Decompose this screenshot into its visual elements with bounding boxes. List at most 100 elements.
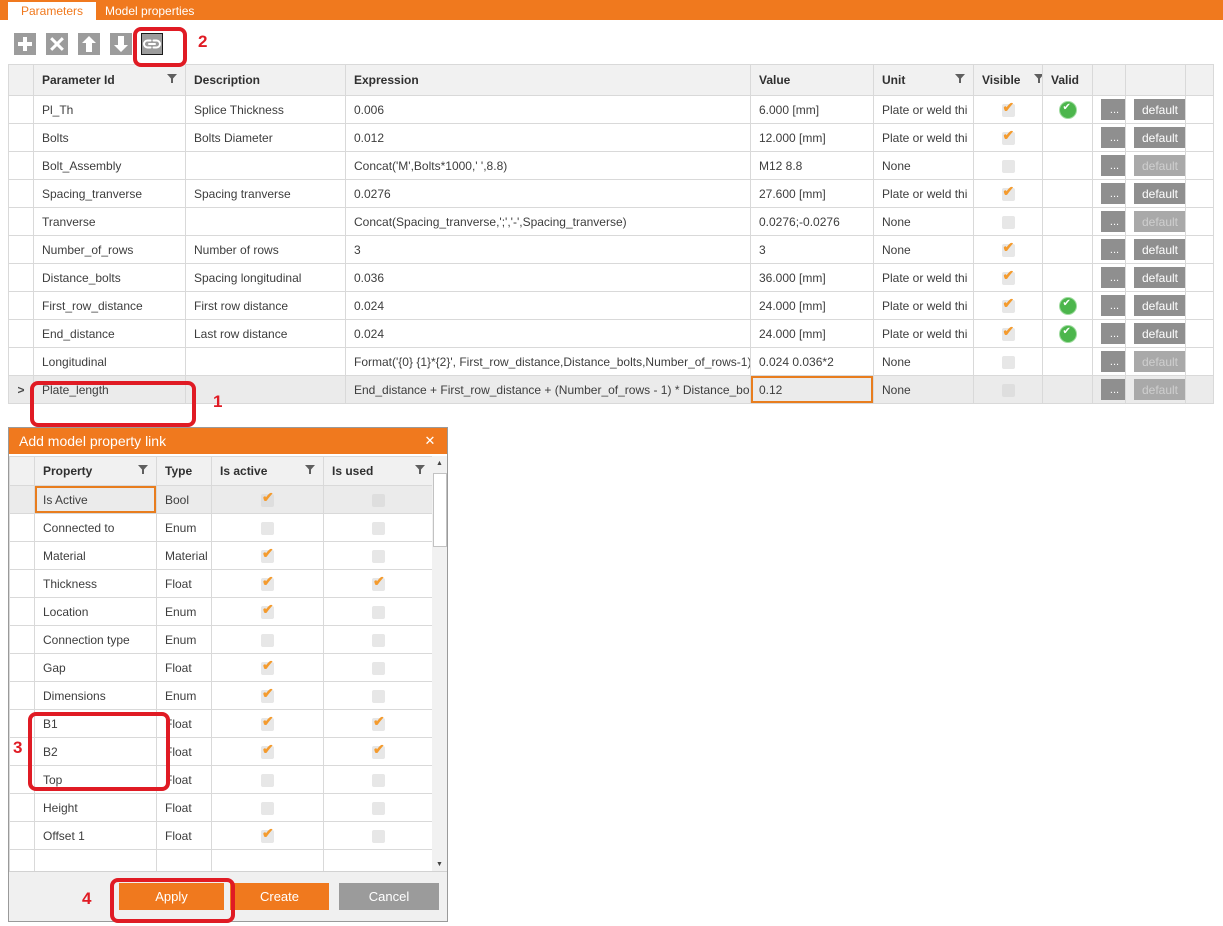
header-description[interactable]: Description xyxy=(185,64,346,96)
header-visible[interactable]: Visible xyxy=(973,64,1043,96)
ellipsis-button[interactable]: ... xyxy=(1101,323,1125,344)
delete-parameter-button[interactable] xyxy=(46,33,68,55)
cell-property[interactable]: Dimensions xyxy=(34,681,157,710)
ellipsis-button[interactable]: ... xyxy=(1101,127,1125,148)
property-row[interactable]: Gap Float xyxy=(9,653,434,682)
apply-button[interactable]: Apply xyxy=(119,883,224,910)
is-used-checkbox[interactable] xyxy=(372,801,385,815)
cell-property[interactable]: Location xyxy=(34,597,157,626)
table-row[interactable]: End_distance Last row distance 0.024 24.… xyxy=(8,319,1214,348)
visible-checkbox[interactable] xyxy=(1001,355,1015,369)
property-row[interactable]: Connected to Enum xyxy=(9,513,434,542)
filter-icon[interactable] xyxy=(955,73,965,87)
cell-expression[interactable]: 0.006 xyxy=(345,95,751,124)
is-active-checkbox[interactable] xyxy=(261,801,274,815)
cell-value[interactable]: 24.000 [mm] xyxy=(750,319,874,348)
cell-unit[interactable]: None xyxy=(873,235,974,264)
table-row[interactable]: Number_of_rows Number of rows 3 3 None .… xyxy=(8,235,1214,264)
cell-parameter-id[interactable]: Bolts xyxy=(33,123,186,152)
filter-icon[interactable] xyxy=(167,73,177,87)
cell-property[interactable]: Is Active xyxy=(34,485,157,514)
default-button[interactable]: default xyxy=(1134,295,1185,316)
cell-parameter-id[interactable]: Spacing_tranverse xyxy=(33,179,186,208)
cell-value[interactable]: 0.0276;-0.0276 xyxy=(750,207,874,236)
is-active-checkbox[interactable] xyxy=(261,713,274,731)
visible-checkbox[interactable] xyxy=(1001,239,1015,257)
cell-value[interactable]: 27.600 [mm] xyxy=(750,179,874,208)
cell-type[interactable]: Float xyxy=(156,765,212,794)
visible-checkbox[interactable] xyxy=(1001,295,1015,313)
header-is-active[interactable]: Is active xyxy=(211,456,324,486)
is-used-checkbox[interactable] xyxy=(372,633,385,647)
cell-property[interactable]: Gap xyxy=(34,653,157,682)
is-used-checkbox[interactable] xyxy=(372,773,385,787)
cell-expression[interactable]: 0.024 xyxy=(345,291,751,320)
property-row[interactable]: Offset 1 Float xyxy=(9,821,434,850)
cell-type[interactable]: Enum xyxy=(156,513,212,542)
filter-icon[interactable] xyxy=(415,464,425,478)
create-button[interactable]: Create xyxy=(230,883,329,910)
is-active-checkbox[interactable] xyxy=(261,657,274,675)
visible-checkbox[interactable] xyxy=(1001,215,1015,229)
is-active-checkbox[interactable] xyxy=(261,773,274,787)
cell-type[interactable]: Float xyxy=(156,709,212,738)
cancel-button[interactable]: Cancel xyxy=(339,883,439,910)
cell-type[interactable]: Float xyxy=(156,569,212,598)
dialog-scrollbar[interactable]: ▲ ▼ xyxy=(432,456,447,873)
default-button[interactable]: default xyxy=(1134,183,1185,204)
cell-parameter-id[interactable]: Tranverse xyxy=(33,207,186,236)
cell-property[interactable]: Offset 1 xyxy=(34,821,157,850)
default-button[interactable]: default xyxy=(1134,267,1185,288)
is-used-checkbox[interactable] xyxy=(372,605,385,619)
visible-checkbox[interactable] xyxy=(1001,183,1015,201)
cell-expression[interactable]: 3 xyxy=(345,235,751,264)
header-unit[interactable]: Unit xyxy=(873,64,974,96)
cell-unit[interactable]: Plate or weld thi xyxy=(873,123,974,152)
is-active-checkbox[interactable] xyxy=(261,489,274,507)
property-row[interactable]: B2 Float xyxy=(9,737,434,766)
cell-value[interactable]: 0.024 0.036*2 xyxy=(750,347,874,376)
close-icon[interactable]: ✕ xyxy=(424,433,436,448)
cell-property[interactable]: Height xyxy=(34,793,157,822)
table-row[interactable]: Bolts Bolts Diameter 0.012 12.000 [mm] P… xyxy=(8,123,1214,152)
ellipsis-button[interactable]: ... xyxy=(1101,239,1125,260)
header-property[interactable]: Property xyxy=(34,456,157,486)
move-down-button[interactable] xyxy=(110,33,132,55)
cell-unit[interactable]: None xyxy=(873,207,974,236)
filter-icon[interactable] xyxy=(1034,73,1042,87)
default-button[interactable]: default xyxy=(1134,239,1185,260)
cell-unit[interactable]: Plate or weld thi xyxy=(873,263,974,292)
ellipsis-button[interactable]: ... xyxy=(1101,295,1125,316)
ellipsis-button[interactable]: ... xyxy=(1101,379,1125,400)
cell-description[interactable]: Spacing tranverse xyxy=(185,179,346,208)
cell-type[interactable]: Enum xyxy=(156,681,212,710)
cell-expression[interactable]: 0.024 xyxy=(345,319,751,348)
cell-expression[interactable]: Concat('M',Bolts*1000,' ',8.8) xyxy=(345,151,751,180)
cell-value[interactable]: M12 8.8 xyxy=(750,151,874,180)
default-button[interactable]: default xyxy=(1134,127,1185,148)
cell-type[interactable]: Float xyxy=(156,821,212,850)
table-row[interactable]: Tranverse Concat(Spacing_tranverse,';','… xyxy=(8,207,1214,236)
visible-checkbox[interactable] xyxy=(1001,159,1015,173)
cell-parameter-id[interactable]: End_distance xyxy=(33,319,186,348)
cell-expression[interactable]: End_distance + First_row_distance + (Num… xyxy=(345,375,751,404)
header-is-used[interactable]: Is used xyxy=(323,456,434,486)
model-property-link-button[interactable] xyxy=(141,33,163,55)
ellipsis-button[interactable]: ... xyxy=(1101,155,1125,176)
cell-expression[interactable]: 0.012 xyxy=(345,123,751,152)
header-type[interactable]: Type xyxy=(156,456,212,486)
tab-parameters[interactable]: Parameters xyxy=(8,2,97,20)
visible-checkbox[interactable] xyxy=(1001,127,1015,145)
is-used-checkbox[interactable] xyxy=(372,521,385,535)
tab-model-properties[interactable]: Model properties xyxy=(105,4,195,18)
cell-unit[interactable]: Plate or weld thi xyxy=(873,291,974,320)
cell-unit[interactable]: None xyxy=(873,347,974,376)
is-active-checkbox[interactable] xyxy=(261,825,274,843)
cell-parameter-id[interactable]: Pl_Th xyxy=(33,95,186,124)
header-value[interactable]: Value xyxy=(750,64,874,96)
cell-description[interactable]: First row distance xyxy=(185,291,346,320)
ellipsis-button[interactable]: ... xyxy=(1101,183,1125,204)
cell-description[interactable] xyxy=(185,207,346,236)
cell-value[interactable]: 36.000 [mm] xyxy=(750,263,874,292)
cell-type[interactable]: Bool xyxy=(156,485,212,514)
